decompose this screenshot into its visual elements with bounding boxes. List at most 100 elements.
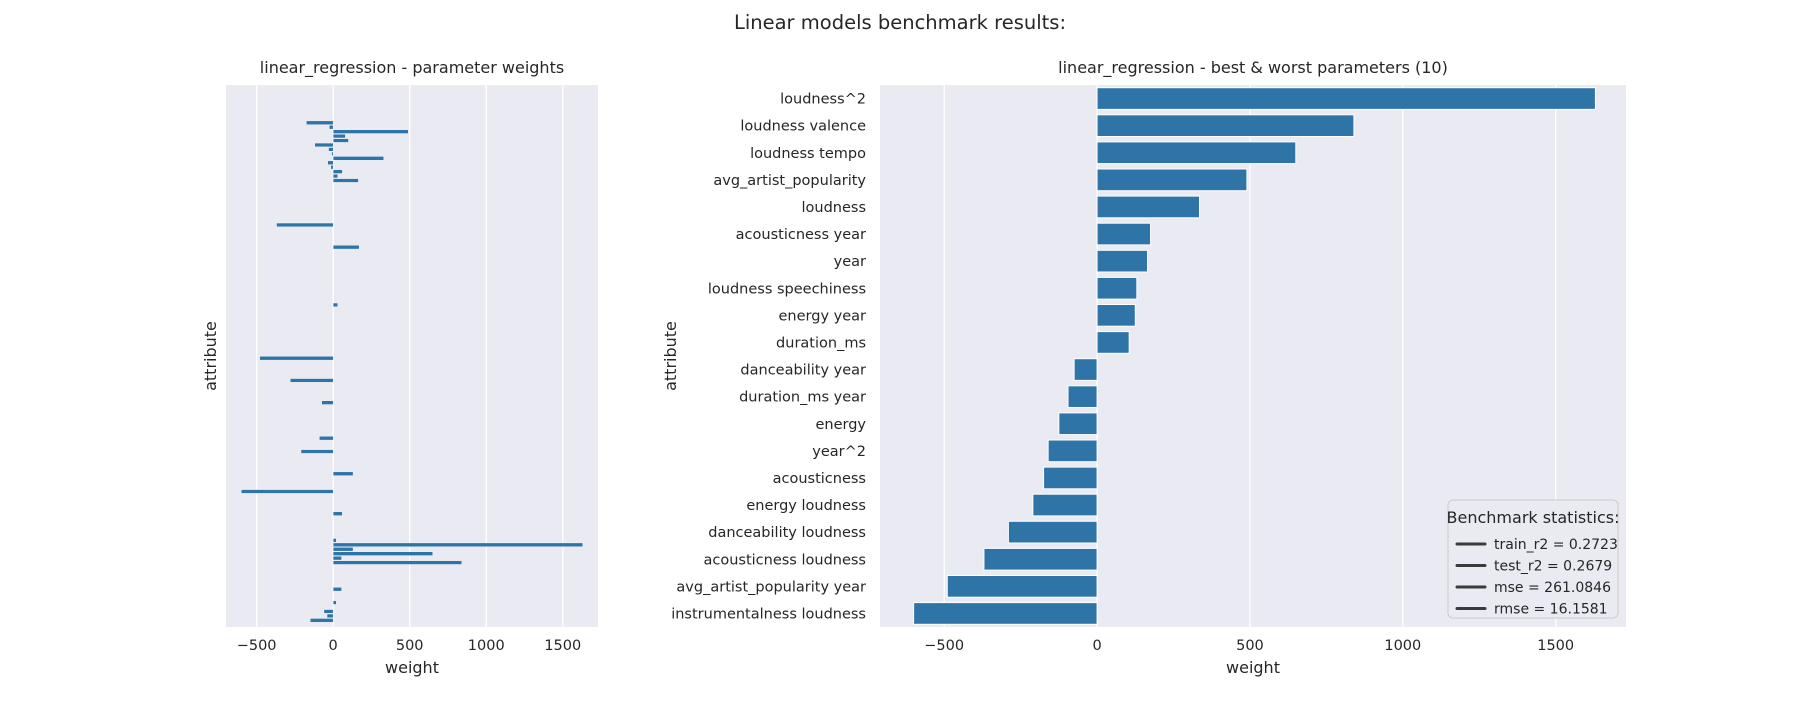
weight-bar [329,125,334,130]
attribute-bar [1096,141,1297,165]
weight-bar [331,151,334,156]
weight-bar [332,560,462,565]
attribute-bar [1096,331,1130,354]
weight-bar [259,356,334,361]
x-axis-label: weight [1226,658,1280,677]
plot-area-1 [226,85,598,627]
y-tick-label: loudness valence [740,119,866,135]
y-tick-label: instrumentalness loudness [671,606,866,622]
weight-bar [323,609,334,614]
weight-bar [332,587,342,592]
y-axis-label: attribute [201,321,220,391]
legend-title: Benchmark statistics: [1447,508,1620,527]
weight-bar [276,222,334,228]
weight-bar [332,245,360,250]
weight-bar [330,165,334,170]
weight-bar [332,173,338,179]
weight-bar [332,178,359,183]
y-tick-label: danceability loudness [708,525,866,541]
y-tick-label: energy loudness [746,498,866,514]
chart-title-1: linear_regression - parameter weights [260,58,564,78]
attribute-bar [1047,439,1098,463]
x-tick-label: 1000 [468,638,505,654]
figure-suptitle: Linear models benchmark results: [734,11,1066,34]
weight-bar [306,120,334,125]
weight-bar [332,156,384,161]
attribute-bar [1096,114,1355,137]
y-tick-label: loudness tempo [750,146,866,162]
weight-bar [326,613,334,618]
weight-bar [332,134,346,139]
attribute-bar [1096,276,1138,300]
y-tick-label: loudness^2 [780,92,866,108]
chart-title-2: linear_regression - best & worst paramet… [1058,58,1448,78]
y-tick-label: loudness speechiness [708,281,866,297]
y-tick-label: acousticness [773,471,866,487]
attribute-bar [1096,222,1152,246]
weight-bar [328,147,334,152]
weight-bar [332,302,338,307]
attribute-bar [1007,520,1098,544]
attribute-bar [1096,249,1149,273]
attribute-bar [1073,358,1098,381]
weight-bar [332,538,337,543]
y-axis-label: attribute [661,321,680,391]
x-tick-label: 0 [1092,638,1101,654]
y-tick-label: loudness [801,200,866,216]
attribute-bar [1043,466,1098,490]
attribute-bar [1058,412,1098,436]
y-tick-label: duration_ms [776,335,866,351]
attribute-bar [983,547,1098,571]
x-tick-label: 1000 [1384,638,1421,654]
x-tick-label: 1500 [1537,638,1574,654]
attribute-bar [1096,195,1200,219]
x-tick-label: 500 [396,638,424,654]
attribute-bar [1067,385,1098,408]
weight-bar [332,600,337,605]
attribute-bar [1096,168,1248,192]
y-tick-label: year^2 [812,444,866,460]
weight-bar [309,618,334,623]
y-tick-label: energy [815,417,866,433]
legend-entry: test_r2 = 0.2679 [1494,559,1612,575]
attribute-bar [1096,304,1136,327]
weight-bar [332,511,343,516]
x-axis-label: weight [385,658,439,677]
attribute-bar [913,602,1098,625]
attribute-bar [946,575,1098,598]
attribute-bar [1096,87,1596,110]
legend-entry: mse = 261.0846 [1494,580,1611,596]
y-tick-label: avg_artist_popularity year [676,579,866,595]
weight-bar [290,378,334,383]
weight-bar [332,169,343,174]
y-tick-label: avg_artist_popularity [713,173,866,189]
x-tick-label: 500 [1236,638,1264,654]
legend-box [1447,499,1619,619]
weight-bar [332,542,583,547]
weight-bar [332,129,409,134]
x-tick-label: −500 [237,638,277,654]
weight-bar [319,436,334,441]
weight-bar [241,489,334,494]
y-tick-label: duration_ms year [739,390,866,406]
y-tick-label: danceability year [740,363,866,379]
y-tick-label: energy year [779,308,867,324]
x-tick-label: 0 [329,638,338,654]
y-tick-label: acousticness year [736,227,866,243]
weight-bar [314,142,334,148]
weight-bar [327,160,334,165]
attribute-bar [1032,493,1098,517]
weight-bar [332,471,354,476]
weight-bar [321,400,334,405]
x-tick-label: −500 [924,638,964,654]
weight-bar [332,138,349,143]
weight-bar [332,551,433,556]
weight-bar [332,556,342,561]
legend-entry: train_r2 = 0.2723 [1494,537,1618,553]
x-tick-label: 1500 [544,638,581,654]
weight-bar [300,449,334,454]
legend-entry: rmse = 16.1581 [1494,602,1608,618]
y-tick-label: year [834,254,866,270]
